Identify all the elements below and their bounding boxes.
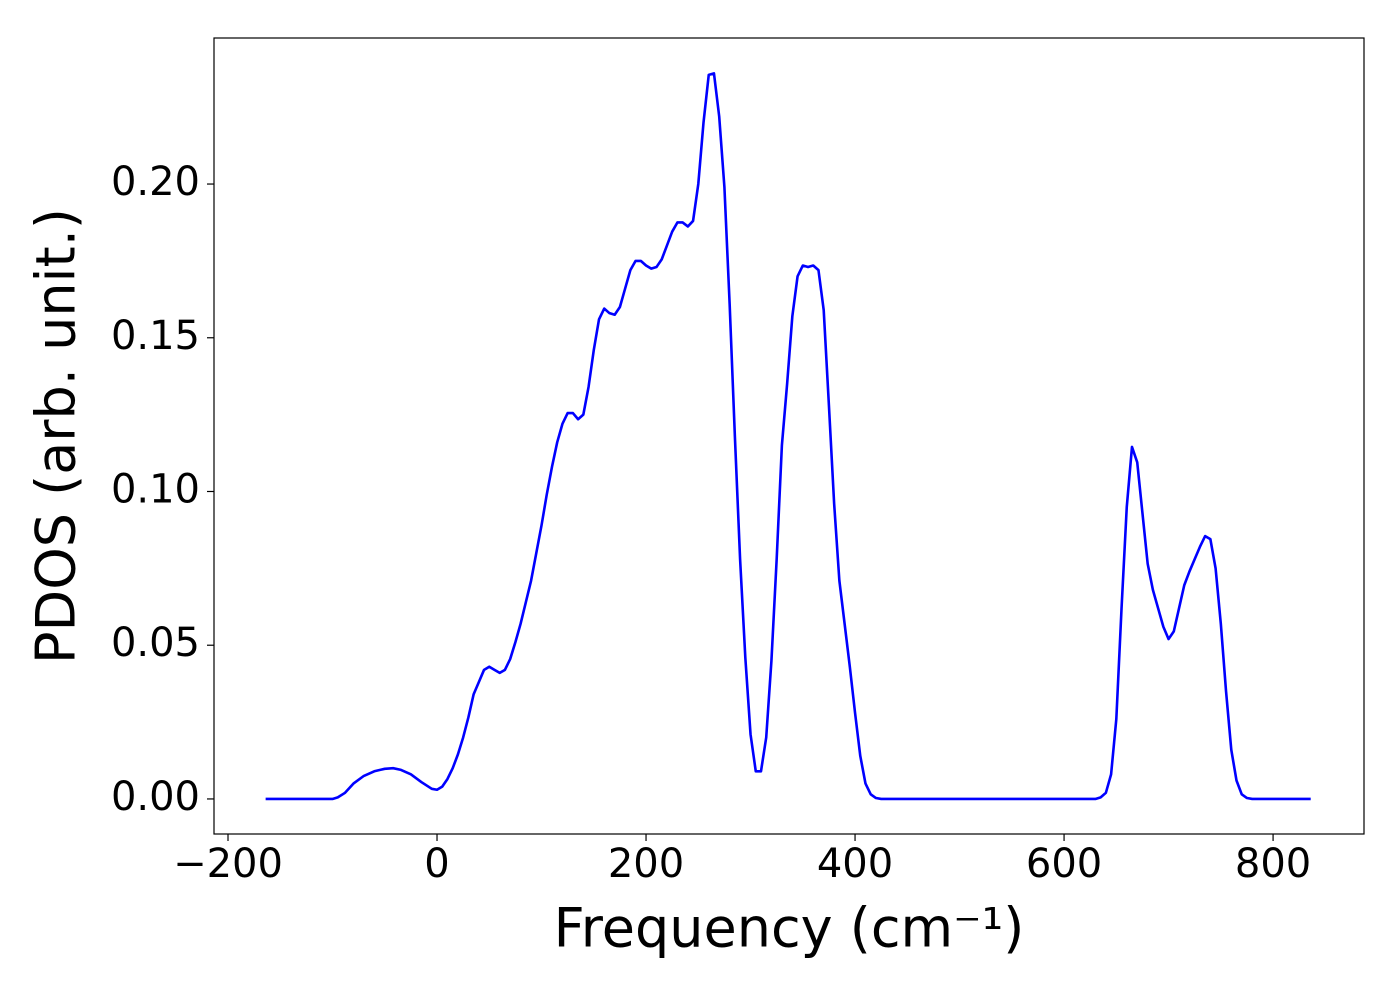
y-tick-label: 0.15 bbox=[111, 313, 200, 359]
x-tick-label: 400 bbox=[817, 841, 893, 887]
x-tick-label: −200 bbox=[173, 841, 283, 887]
x-tick-label: 800 bbox=[1235, 841, 1311, 887]
y-axis-label: PDOS (arb. unit.) bbox=[25, 208, 88, 664]
y-tick-label: 0.10 bbox=[111, 466, 200, 512]
x-tick-label: 600 bbox=[1026, 841, 1102, 887]
y-tick-label: 0.00 bbox=[111, 774, 200, 820]
plot-frame bbox=[213, 37, 1365, 835]
x-axis-label: Frequency (cm⁻¹) bbox=[554, 897, 1025, 960]
x-tick-label: 0 bbox=[424, 841, 449, 887]
y-tick-label: 0.20 bbox=[111, 159, 200, 205]
x-tick-label: 200 bbox=[608, 841, 684, 887]
y-tick-label: 0.05 bbox=[111, 620, 200, 666]
data-line bbox=[265, 72, 1311, 801]
